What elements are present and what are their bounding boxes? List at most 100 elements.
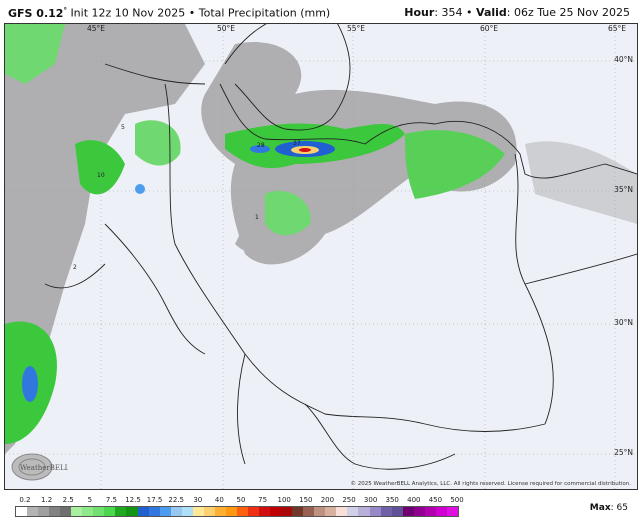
legend-swatch [104, 507, 116, 516]
model-name: GFS 0.12° [8, 6, 67, 20]
init-time: Init 12z 10 Nov 2025 [70, 6, 186, 20]
lat-label: 35°N [614, 185, 633, 194]
legend-swatch [137, 507, 149, 516]
legend-swatch [413, 507, 425, 516]
legend-label: 12.5 [125, 496, 141, 504]
legend-swatch [38, 507, 50, 516]
legend-label: 5 [87, 496, 93, 504]
hour-label: Hour [404, 6, 435, 19]
legend-label: 50 [236, 496, 246, 504]
legend-swatch [181, 507, 193, 516]
value-label: 10 [97, 172, 105, 179]
legend-label: 200 [320, 496, 335, 504]
lat-label: 25°N [614, 448, 633, 457]
legend-swatch [192, 507, 204, 516]
max-label: Max [589, 503, 611, 513]
legend-color-bar [15, 506, 459, 517]
valid-time-info: Hour: 354 • Valid: 06z Tue 25 Nov 2025 [404, 6, 630, 19]
lat-label: 30°N [614, 318, 633, 327]
legend-swatch [303, 507, 315, 516]
legend-label: 250 [342, 496, 356, 504]
legend-swatch [203, 507, 215, 516]
legend-swatch [314, 507, 326, 516]
legend-swatch [71, 507, 83, 516]
map-canvas [5, 24, 637, 489]
legend-swatch [247, 507, 260, 516]
max-value: Max: 65 [589, 503, 628, 513]
legend-label: 17.5 [146, 496, 163, 504]
legend-label: 300 [363, 496, 378, 504]
value-label: 1 [255, 214, 259, 221]
separator: • [466, 6, 473, 19]
precip-heavy [22, 141, 335, 402]
legend-label: 40 [214, 496, 224, 504]
legend-swatch [446, 507, 458, 516]
legend-label: 22.5 [168, 496, 184, 504]
legend-swatch [236, 507, 248, 516]
legend-swatch [49, 507, 61, 516]
legend-label: 400 [407, 496, 421, 504]
lon-label: 65°E [608, 24, 627, 33]
valid-value: 06z Tue 25 Nov 2025 [513, 6, 630, 19]
legend-label: 450 [428, 496, 443, 504]
legend-swatch [424, 507, 436, 516]
legend-label: 0.2 [19, 496, 31, 504]
precipitation-map[interactable]: 45°E 50°E 55°E 60°E 65°E 40°N 35°N 30°N … [4, 23, 638, 490]
legend-swatch [259, 507, 271, 516]
lon-label: 55°E [347, 24, 366, 33]
legend-swatch [148, 507, 160, 516]
legend-swatch [170, 507, 182, 516]
legend-swatch [60, 507, 72, 516]
graticule [5, 24, 637, 489]
legend-label: 150 [299, 496, 313, 504]
copyright-notice: © 2025 WeatherBELL Analytics, LLC. All r… [350, 481, 631, 487]
legend-swatch [380, 507, 392, 516]
legend-label: 7.5 [105, 496, 117, 504]
legend-swatch [347, 507, 359, 516]
lon-label: 50°E [217, 24, 236, 33]
chart-title: GFS 0.12° Init 12z 10 Nov 2025 • Total P… [8, 6, 330, 20]
product-name: Total Precipitation (mm) [198, 6, 331, 20]
legend-swatch [292, 507, 304, 516]
legend-swatch [27, 507, 39, 516]
legend-swatch [93, 507, 105, 516]
model: GFS 0.12 [8, 6, 64, 20]
legend-swatch [16, 507, 28, 516]
legend-label: 1.2 [41, 496, 53, 504]
legend-swatch [126, 507, 138, 516]
lon-label: 45°E [87, 24, 106, 33]
legend-label: 2.5 [62, 496, 74, 504]
value-label: 28 [257, 142, 265, 149]
value-label: 37 [293, 140, 301, 147]
separator: • [188, 6, 196, 20]
legend-swatch [391, 507, 403, 516]
valid-label: Valid [476, 6, 507, 19]
legend-swatch [82, 507, 94, 516]
svg-text:WeatherBELL: WeatherBELL [20, 464, 68, 472]
legend-label: 75 [258, 496, 268, 504]
legend-swatch [115, 507, 127, 516]
value-label: 5 [121, 124, 125, 131]
precip-gray [5, 24, 637, 454]
legend-swatch [159, 507, 171, 516]
lon-label: 60°E [480, 24, 499, 33]
weatherbell-logo: WeatherBELL [11, 453, 68, 481]
legend-swatch [225, 507, 237, 516]
legend-swatch [270, 507, 282, 516]
value-label: 2 [73, 264, 77, 271]
legend-swatch [369, 507, 381, 516]
degree: ° [63, 6, 67, 14]
borders [44, 24, 637, 470]
legend-label: 100 [277, 496, 291, 504]
hour-value: 354 [441, 6, 463, 19]
legend-swatch [281, 507, 293, 516]
lat-label: 40°N [614, 55, 633, 64]
legend-swatch [214, 507, 226, 516]
legend-label: 30 [193, 496, 203, 504]
legend-label: 500 [450, 496, 464, 504]
legend-swatch [325, 507, 337, 516]
legend-swatch [435, 507, 447, 516]
legend-swatch [402, 507, 414, 516]
legend-label: 350 [385, 496, 399, 504]
max-number: 65 [616, 503, 628, 513]
